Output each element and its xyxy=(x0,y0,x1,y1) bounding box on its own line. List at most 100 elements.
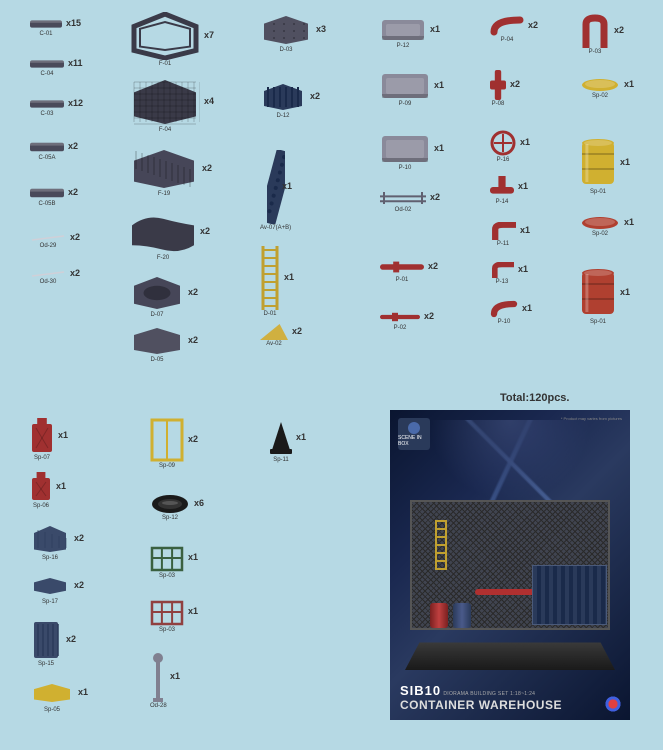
part-label: Sp-06 xyxy=(33,503,49,509)
part-icon xyxy=(380,72,430,100)
part-label: Sp-16 xyxy=(42,555,58,561)
part-label: F-01 xyxy=(159,61,171,67)
part-label: Od-02 xyxy=(395,207,412,213)
part-Sp-12: Sp-12 xyxy=(150,494,190,521)
part-label: P-09 xyxy=(399,101,412,107)
part-label: D-05 xyxy=(150,357,163,363)
part-qty: x1 xyxy=(518,264,528,274)
part-qty: x1 xyxy=(624,217,634,227)
part-qty: x2 xyxy=(188,287,198,297)
part-icon xyxy=(30,234,66,242)
part-icon xyxy=(150,418,184,462)
part-qty: x2 xyxy=(424,311,434,321)
part-icon xyxy=(490,262,514,278)
part-icon xyxy=(490,222,516,240)
part-Sp-07: Sp-07 xyxy=(30,418,54,461)
part-Av-02: Av-02 xyxy=(260,324,288,347)
part-qty: x2 xyxy=(430,192,440,202)
part-Sp-15: Sp-15 xyxy=(30,620,62,667)
part-qty: x2 xyxy=(74,533,84,543)
part-label: Od-28 xyxy=(150,703,167,709)
part-qty: x1 xyxy=(620,287,630,297)
product-title-block: SIB10 DIORAMA BUILDING SET 1:18~1:24 CON… xyxy=(400,683,562,712)
part-icon xyxy=(260,82,306,112)
part-label: Sp-03 xyxy=(159,627,175,633)
part-label: Sp-02 xyxy=(592,231,608,237)
disclaimer: * Product may varies from pictures xyxy=(561,416,622,421)
part-label: Sp-01 xyxy=(590,189,606,195)
part-icon xyxy=(490,16,524,36)
part-qty: x1 xyxy=(518,181,528,191)
part-qty: x2 xyxy=(66,634,76,644)
part-icon xyxy=(490,300,518,318)
part-icon xyxy=(130,210,196,254)
product-box: * Product may varies from pictures SCENE… xyxy=(390,410,630,720)
part-qty: x2 xyxy=(74,580,84,590)
part-P-12: P-12 xyxy=(380,18,426,49)
part-qty: x1 xyxy=(284,272,294,282)
part-label: P-10 xyxy=(399,165,412,171)
part-Sp-16: Sp-16 xyxy=(30,524,70,561)
part-icon xyxy=(30,270,66,278)
brand-logo: SCENE IN BOX xyxy=(398,418,430,450)
part-Sp-02: Sp-02 xyxy=(580,216,620,237)
part-P-10: P-10 xyxy=(490,300,518,325)
part-label: P-12 xyxy=(397,43,410,49)
part-label: Sp-12 xyxy=(162,515,178,521)
part-label: P-03 xyxy=(589,49,602,55)
part-label: D-01 xyxy=(263,311,276,317)
part-P-09: P-09 xyxy=(380,72,430,107)
part-label: P-04 xyxy=(501,37,514,43)
part-C-03: C-03 xyxy=(30,98,64,117)
part-label: P-14 xyxy=(496,199,509,205)
part-icon xyxy=(380,18,426,42)
part-icon xyxy=(130,148,198,190)
part-qty: x1 xyxy=(520,225,530,235)
part-P-01: P-01 xyxy=(380,258,424,283)
part-P-04: P-04 xyxy=(490,16,524,43)
part-F-20: F-20 xyxy=(130,210,196,261)
part-qty: x1 xyxy=(188,606,198,616)
part-qty: x15 xyxy=(66,18,81,28)
part-Sp-09: Sp-09 xyxy=(150,418,184,469)
part-qty: x1 xyxy=(624,79,634,89)
part-icon xyxy=(30,574,70,598)
part-icon xyxy=(30,98,64,110)
part-Sp-03: Sp-03 xyxy=(150,598,184,633)
part-C-05B: C-05B xyxy=(30,186,64,207)
part-label: C-05A xyxy=(38,155,55,161)
part-icon xyxy=(150,652,166,702)
part-qty: x2 xyxy=(188,434,198,444)
part-icon xyxy=(270,420,292,456)
part-label: C-01 xyxy=(39,31,52,37)
part-label: Sp-09 xyxy=(159,463,175,469)
part-Sp-01: Sp-01 xyxy=(580,268,616,325)
part-label: D-12 xyxy=(276,113,289,119)
part-D-12: D-12 xyxy=(260,82,306,119)
part-F-04: F-04 xyxy=(130,78,200,133)
part-D-07: D-07 xyxy=(130,275,184,318)
part-icon xyxy=(490,130,516,156)
part-qty: x1 xyxy=(434,80,444,90)
part-label: Sp-15 xyxy=(38,661,54,667)
part-qty: x1 xyxy=(430,24,440,34)
part-icon xyxy=(150,544,184,572)
part-Od-30: Od-30 xyxy=(30,270,66,285)
product-subtitle: DIORAMA BUILDING SET 1:18~1:24 xyxy=(443,691,535,697)
part-label: P-11 xyxy=(497,241,509,247)
part-D-05: D-05 xyxy=(130,326,184,363)
part-icon xyxy=(150,494,190,514)
part-label: C-04 xyxy=(40,71,53,77)
part-label: F-04 xyxy=(159,127,171,133)
part-label: P-13 xyxy=(496,279,509,285)
part-label: P-01 xyxy=(396,277,409,283)
part-Sp-17: Sp-17 xyxy=(30,574,70,605)
part-P-14: P-14 xyxy=(490,176,514,205)
part-C-01: C-01 xyxy=(30,18,62,37)
part-label: F-19 xyxy=(158,191,170,197)
part-label: C-03 xyxy=(40,111,53,117)
part-qty: x2 xyxy=(200,226,210,236)
part-P-10: P-10 xyxy=(380,134,430,171)
part-label: Sp-05 xyxy=(44,707,60,713)
part-Sp-02: Sp-02 xyxy=(580,78,620,99)
